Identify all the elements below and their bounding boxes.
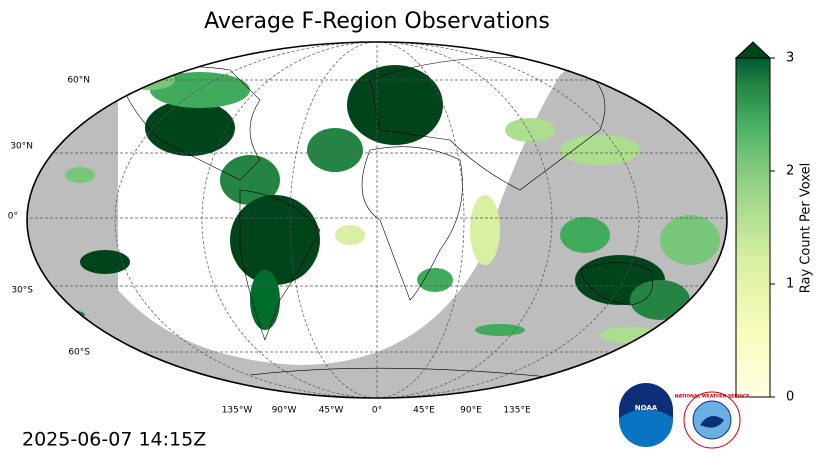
lat-label: 30°S bbox=[11, 286, 33, 296]
title: Average F-Region Observations bbox=[204, 9, 550, 34]
colorbar-tick-label: 1 bbox=[786, 277, 794, 292]
nws-logo: NATIONAL WEATHER SERVICE bbox=[675, 391, 750, 449]
lon-label: 135°W bbox=[222, 406, 253, 416]
day-region bbox=[118, 42, 600, 365]
lon-label: 0° bbox=[372, 406, 382, 416]
colorbar-tick-label: 2 bbox=[786, 164, 794, 179]
nws-text: NATIONAL WEATHER SERVICE bbox=[675, 394, 750, 400]
map-border bbox=[26, 41, 728, 399]
lon-label: 45°W bbox=[319, 406, 344, 416]
colorbar-extend bbox=[734, 41, 772, 59]
colorbar-tick-label: 0 bbox=[786, 390, 794, 405]
colorbar bbox=[734, 41, 772, 398]
lon-label: 90°E bbox=[460, 406, 482, 416]
colorbar-label: Ray Count Per Voxel bbox=[799, 163, 814, 293]
lat-label: 30°N bbox=[10, 142, 33, 152]
noaa-logo: NOAA bbox=[619, 383, 673, 447]
observations bbox=[55, 65, 720, 343]
lat-label: 60°N bbox=[67, 76, 90, 86]
noaa-text: NOAA bbox=[635, 404, 658, 412]
map bbox=[27, 42, 727, 398]
lat-label: 60°S bbox=[68, 348, 90, 358]
lat-label: 0° bbox=[8, 212, 18, 222]
colorbar-tick-label: 3 bbox=[786, 51, 794, 66]
colorbar-bar bbox=[735, 57, 771, 398]
lon-label: 90°W bbox=[272, 406, 297, 416]
timestamp: 2025-06-07 14:15Z bbox=[22, 429, 206, 451]
lon-label: 45°E bbox=[413, 406, 435, 416]
lon-label: 135°E bbox=[503, 406, 531, 416]
